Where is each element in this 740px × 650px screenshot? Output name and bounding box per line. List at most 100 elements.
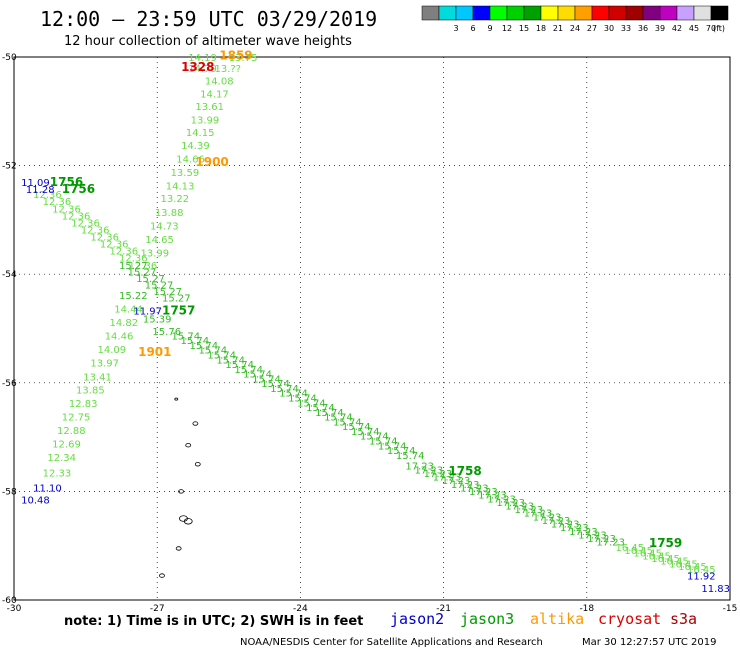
swh-label: 11.09	[21, 178, 50, 189]
swh-label: 14.08	[205, 76, 234, 87]
x-tick-label: -27	[150, 604, 165, 614]
legend-unit-label: (ft)	[713, 24, 725, 33]
swh-label: 14.09	[98, 345, 127, 356]
legend-swatch	[591, 5, 610, 21]
track-swh-label: 15.74	[387, 446, 416, 457]
track-swh-label: 15.74	[189, 341, 218, 352]
track-swh-label: 15.74	[234, 365, 263, 376]
pass-time-label: 1758	[448, 464, 481, 478]
legend-label: 36	[638, 24, 648, 33]
legend-label: 3	[453, 24, 458, 33]
pass-time-label: 1756	[62, 182, 95, 196]
track-swh-label: 17.23	[478, 491, 507, 502]
y-tick-label: -56	[2, 379, 17, 389]
track-swh-label: 15.27	[145, 280, 174, 291]
island-outlines	[159, 397, 201, 578]
track-swh-label: 15.74	[288, 393, 317, 404]
swh-label: 13.41	[83, 372, 112, 383]
track-swh-label: 15.27	[136, 274, 165, 285]
swh-label: 12.69	[52, 440, 81, 451]
island-outline	[183, 518, 193, 525]
island-outline	[159, 573, 165, 578]
track-swh-label: 15.74	[207, 350, 236, 361]
legend-swatch	[421, 5, 440, 21]
track-swh-label: 15.27	[128, 267, 157, 278]
satellite-name: jason2	[390, 610, 444, 628]
swh-label: 14.79	[188, 64, 217, 75]
x-tick-label: -18	[579, 604, 594, 614]
track-swh-label: 12.36	[129, 261, 158, 272]
y-tick-label: -60	[2, 596, 17, 606]
swh-label: 12.75	[62, 412, 91, 423]
island-outline	[175, 546, 182, 551]
track-swh-label: 15.74	[180, 336, 209, 347]
swh-label: 14.66	[176, 155, 205, 166]
track-swh-label: 12.36	[100, 240, 129, 251]
axis-tick-labels: -30 -27 -24 -21 -18 -15 -50 -52 -54 -56 -58 -60	[2, 53, 737, 614]
swh-label: 13.??	[214, 64, 241, 75]
legend-label: 27	[587, 24, 597, 33]
track-swh-label: 17.23	[505, 502, 534, 513]
swh-label: 14.46	[105, 332, 134, 343]
swh-label: 14.13	[166, 182, 195, 193]
track-swh-label: 15.74	[225, 360, 254, 371]
legend-label: 18	[536, 24, 546, 33]
swh-label: 13.97	[90, 359, 119, 370]
x-tick-label: -21	[436, 604, 451, 614]
track-swh-label: 16.45	[660, 557, 689, 568]
track-swh-label: 17.23	[524, 509, 553, 520]
swh-label: 15.76	[152, 327, 181, 338]
legend-swatch	[710, 5, 729, 21]
track-swh-label: 16.45	[669, 559, 698, 570]
legend-label: 45	[689, 24, 699, 33]
legend-label: 9	[487, 24, 492, 33]
track-swh-label: 15.74	[360, 432, 389, 443]
track-swh-label: 15.27	[162, 293, 191, 304]
track-swh-label: 12.36	[71, 218, 100, 229]
x-tick-label: -30	[7, 604, 22, 614]
swh-label: 13.88	[155, 208, 184, 219]
track-swh-label: 17.23	[469, 487, 498, 498]
track-swh-label: 17.23	[496, 498, 525, 509]
legend-swatch	[625, 5, 644, 21]
track-swh-label: 17.23	[442, 476, 471, 487]
lat-lon-grid	[14, 57, 730, 600]
track-swh-label: 15.74	[216, 355, 245, 366]
pass-time-label: 1901	[138, 345, 171, 359]
track-swh-label: 17.23	[451, 480, 480, 491]
swh-label: 14.17	[200, 89, 229, 100]
track-swh-label: 15.74	[306, 403, 335, 414]
track-swh-label: 17.23	[560, 523, 589, 534]
satellite-name: jason3	[460, 610, 514, 628]
satellite-name: s3a	[670, 610, 697, 628]
legend-swatch	[608, 5, 627, 21]
track-swh-label: 17.23	[433, 473, 462, 484]
pass-time-label: 1859	[219, 48, 252, 62]
track-swh-label: 17.23	[587, 534, 616, 545]
track-swh-label: 15.74	[172, 331, 201, 342]
legend-label: 24	[570, 24, 580, 33]
swh-label: 13.85	[76, 385, 105, 396]
swh-label: 13.99	[140, 248, 169, 259]
track-swh-label: 15.27	[153, 287, 182, 298]
pass-time-label: 1756	[50, 175, 83, 189]
track-swh-label: 17.23	[415, 465, 444, 476]
legend-swatch	[472, 5, 491, 21]
y-tick-label: -50	[2, 53, 17, 63]
satellite-name: cryosat	[598, 610, 661, 628]
swh-label: 13.75	[229, 53, 258, 64]
swh-label: 14.73	[150, 221, 179, 232]
swh-label: 14.44	[114, 304, 143, 315]
track-swh-label: 15.74	[324, 413, 353, 424]
track-swh-label: 17.23	[487, 494, 516, 505]
track-swh-label: 16.45	[651, 554, 680, 565]
swh-label: 11.83	[701, 584, 730, 595]
swh-label: 13.59	[171, 168, 200, 179]
swh-label: 11.28	[26, 185, 55, 196]
swh-label: 11.10	[33, 484, 62, 495]
track-swh-label: 16.45	[615, 543, 644, 554]
track-swh-label: 15.27	[119, 261, 148, 272]
legend-label: 21	[553, 24, 563, 33]
island-outline	[185, 443, 192, 448]
track-swh-label: 16.45	[633, 549, 662, 560]
